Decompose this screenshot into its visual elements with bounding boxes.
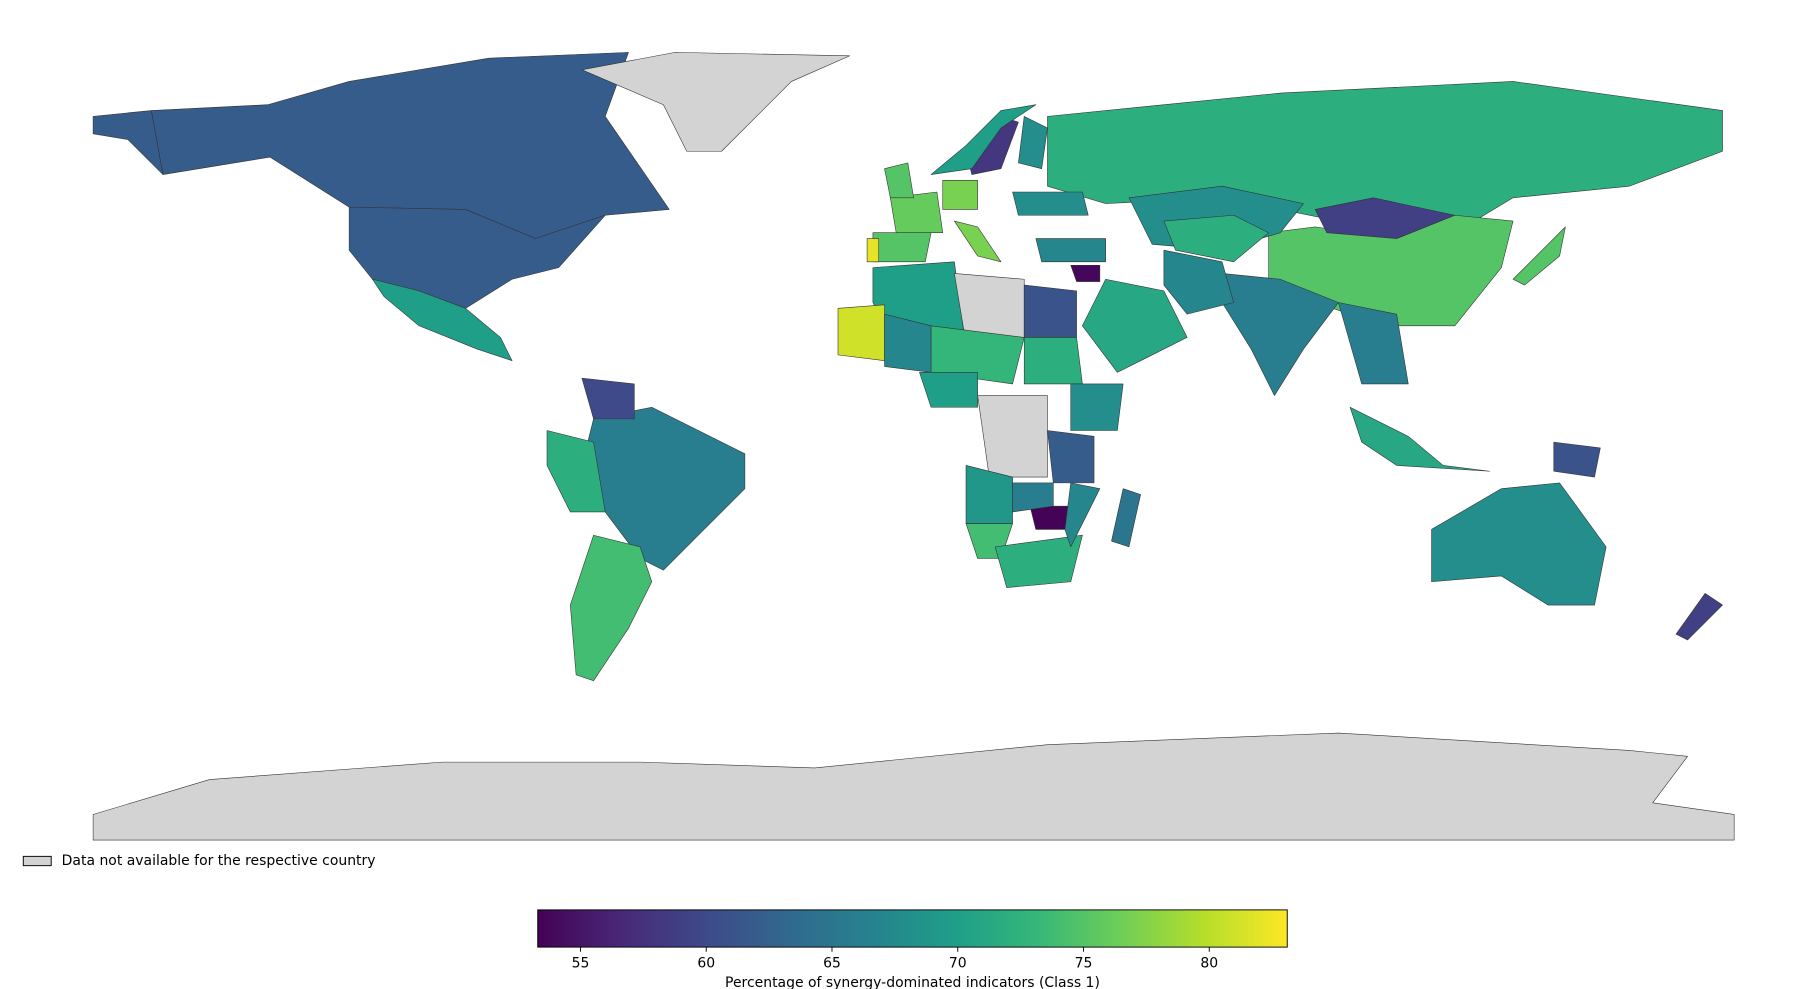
country (151, 52, 670, 239)
no-data-country (581, 52, 850, 152)
country (1023, 337, 1083, 385)
colorbar-tick-label: 65 (823, 955, 841, 971)
country (348, 206, 606, 309)
colorbar (537, 909, 1288, 948)
country (930, 104, 1037, 175)
country (1070, 264, 1101, 282)
country (92, 110, 164, 175)
country (1338, 302, 1409, 385)
country (570, 534, 653, 681)
country (1012, 191, 1089, 216)
country (1675, 593, 1723, 641)
country (546, 430, 606, 513)
country (1012, 482, 1054, 513)
country (1029, 505, 1072, 530)
country (954, 220, 1002, 263)
country (1221, 273, 1339, 396)
country (884, 162, 914, 199)
country (1023, 284, 1077, 338)
country (581, 377, 635, 420)
country (919, 372, 978, 408)
country (1035, 238, 1106, 263)
countries (92, 52, 1735, 841)
country (1431, 482, 1607, 606)
country (1070, 383, 1124, 431)
country (1553, 441, 1601, 478)
country (1349, 406, 1491, 472)
colorbar-tick-label: 70 (949, 955, 967, 971)
country (1111, 488, 1141, 548)
colorbar-tick-label: 75 (1075, 955, 1093, 971)
country (930, 325, 1025, 385)
country (1064, 482, 1101, 548)
country (1163, 214, 1269, 263)
country (872, 232, 932, 263)
colorbar-tick-label: 60 (697, 955, 715, 971)
colorbar-tick-label: 55 (572, 955, 590, 971)
country (372, 278, 513, 361)
country (866, 238, 880, 263)
country (1314, 197, 1456, 239)
no-data-country (977, 395, 1048, 478)
country (942, 180, 978, 210)
country (1082, 278, 1188, 373)
country (1163, 249, 1234, 315)
country (890, 191, 944, 233)
legend-swatch (22, 855, 52, 867)
colorbar-tick-label: 80 (1200, 955, 1218, 971)
country (837, 304, 885, 361)
colorbar-label: Percentage of synergy-dominated indicato… (725, 975, 1100, 989)
country (1047, 430, 1095, 484)
country (1512, 226, 1566, 286)
country (994, 534, 1083, 588)
legend-label: Data not available for the respective co… (62, 853, 376, 869)
no-data-country (92, 732, 1735, 841)
country (1018, 116, 1048, 170)
